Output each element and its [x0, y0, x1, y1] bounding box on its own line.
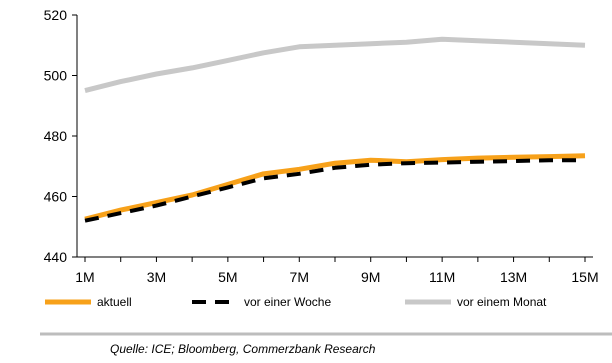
legend-label-0: aktuell	[97, 295, 132, 309]
x-tick-label: 11M	[429, 269, 455, 285]
x-tick-label: 7M	[290, 269, 309, 285]
plot-area	[84, 36, 586, 223]
axes: 440 460 480 500 520 1M 3M 5M 7M 9M 11M 13M 15M	[44, 7, 599, 285]
series-line-2	[84, 36, 586, 94]
x-tick-label: 15M	[571, 269, 598, 285]
x-tick-label: 9M	[361, 269, 380, 285]
legend-label-1: vor einer Woche	[244, 295, 331, 309]
legend-label-2: vor einem Monat	[457, 295, 547, 309]
y-tick-label: 520	[44, 7, 68, 23]
y-tick-label: 500	[44, 68, 68, 84]
source-note: Quelle: ICE; Bloomberg, Commerzbank Rese…	[110, 342, 376, 356]
legend: aktuell vor einer Woche vor einem Monat	[45, 295, 547, 309]
series-line-0	[84, 153, 586, 222]
series-line-1	[84, 158, 585, 223]
y-tick-label: 460	[44, 189, 68, 205]
x-tick-label: 1M	[75, 269, 94, 285]
x-tick-label: 5M	[218, 269, 237, 285]
y-tick-label: 440	[44, 249, 68, 265]
y-tick-label: 480	[44, 128, 68, 144]
x-tick-label: 3M	[147, 269, 166, 285]
x-tick-label: 13M	[500, 269, 527, 285]
